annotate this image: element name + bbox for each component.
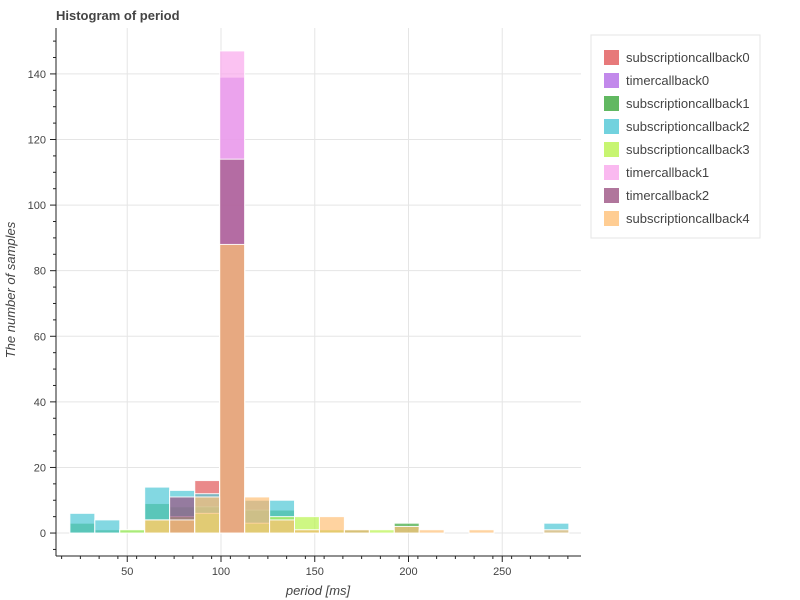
legend-swatch [604, 211, 619, 226]
x-tick-label: 200 [399, 566, 417, 578]
y-tick-label: 100 [28, 200, 46, 212]
y-tick-label: 120 [28, 135, 46, 147]
histogram-bar [294, 529, 320, 534]
histogram-bar [144, 519, 171, 534]
histogram-bar [418, 529, 445, 534]
y-tick-label: 0 [40, 528, 46, 540]
histogram-bar [194, 496, 221, 534]
legend-swatch [604, 119, 619, 134]
legend-label: subscriptioncallback4 [626, 211, 750, 226]
legend-swatch [604, 73, 619, 88]
x-axis-label: period [ms] [285, 583, 351, 598]
legend-label: subscriptioncallback0 [626, 50, 750, 65]
legend: subscriptioncallback0 timercallback0 subsc… [590, 34, 761, 239]
legend-label: timercallback0 [626, 73, 709, 88]
legend-swatch [604, 188, 619, 203]
x-tick-label: 50 [121, 566, 133, 578]
y-tick-label: 80 [34, 266, 46, 278]
legend-swatch [604, 165, 619, 180]
y-tick-label: 140 [28, 69, 46, 81]
x-tick-label: 150 [306, 566, 324, 578]
y-tick-label: 20 [34, 462, 46, 474]
histogram-bar [219, 243, 246, 534]
grid-lines [56, 28, 581, 556]
x-tick-label: 250 [493, 566, 511, 578]
histogram-bar [343, 529, 370, 534]
legend-label: subscriptioncallback2 [626, 119, 750, 134]
legend-label: timercallback1 [626, 165, 709, 180]
y-tick-label: 40 [34, 397, 46, 409]
legend-label: subscriptioncallback1 [626, 96, 750, 111]
histogram-bar [244, 496, 271, 534]
histogram-bar [318, 516, 345, 534]
chart-title: Histogram of period [56, 8, 180, 23]
histogram-bars [69, 50, 570, 534]
legend-swatch [604, 142, 619, 157]
y-axis-label: The number of samples [3, 221, 18, 358]
histogram-bar [69, 512, 96, 534]
legend-label: subscriptioncallback3 [626, 142, 750, 157]
y-tick-label: 60 [34, 331, 46, 343]
legend-box [590, 34, 761, 239]
histogram-bar [368, 529, 395, 534]
histogram-bar [94, 519, 121, 534]
histogram-bar [468, 529, 495, 534]
histogram-bar [393, 525, 420, 534]
legend-swatch [604, 50, 619, 65]
x-tick-label: 100 [212, 566, 230, 578]
legend-label: timercallback2 [626, 188, 709, 203]
legend-swatch [604, 96, 619, 111]
histogram-bar [543, 529, 570, 534]
histogram-bar [119, 529, 146, 534]
axes: 0 20 40 60 80 100 120 140 50 100 150 200 250 [28, 28, 581, 578]
histogram-bar [269, 519, 295, 534]
histogram-bar [169, 519, 196, 534]
